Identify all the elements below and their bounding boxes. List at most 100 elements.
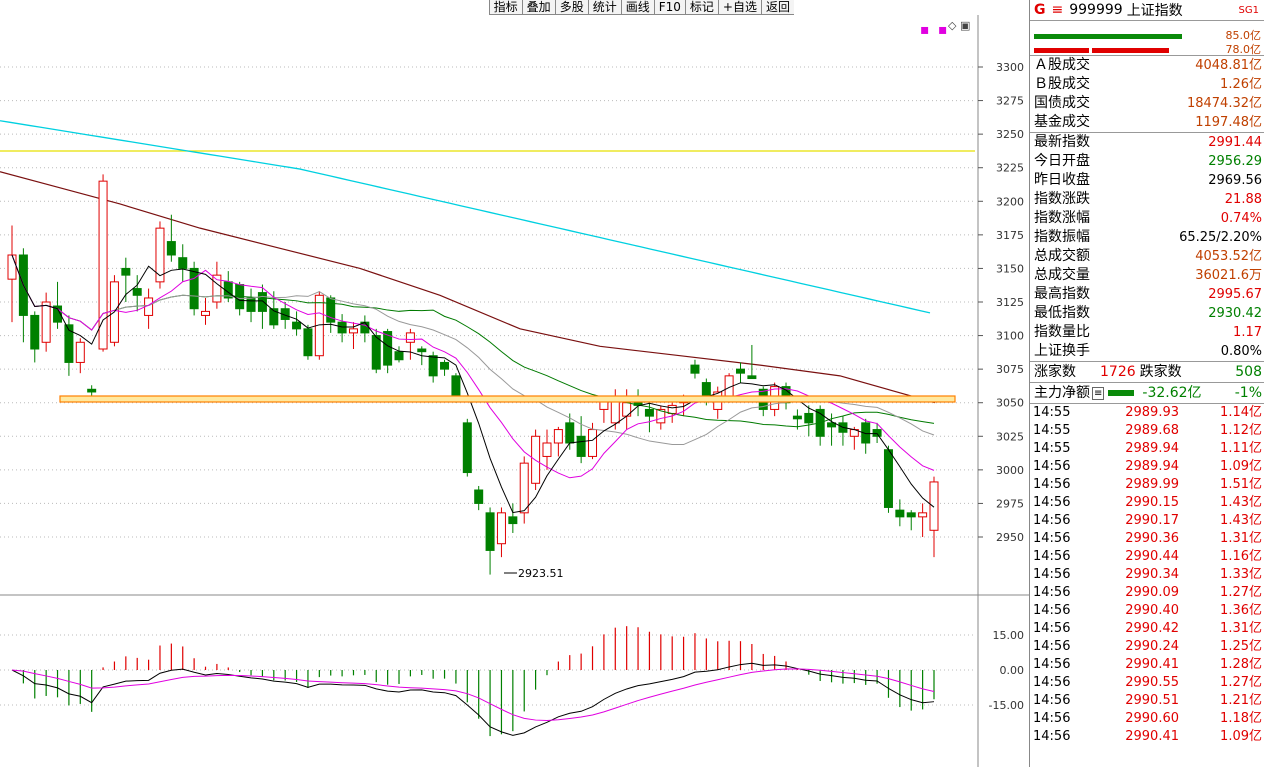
tick-amount: 1.51亿 [1220,477,1262,492]
tick-time: 14:56 [1033,459,1071,474]
index-row: 总成交量 36021.6万 [1030,266,1264,285]
candle-body [371,335,381,370]
kline-chart[interactable]: 3300 3275 3250 3225 3200 3175 3150 3125 3100 3075… [0,0,1029,767]
tick-price: 2989.99 [1125,477,1179,492]
tick-row: 14:56 2990.44 1.16亿 [1030,548,1264,566]
volume-row-label: 国债成交 [1034,95,1090,111]
tick-amount: 1.43亿 [1220,513,1262,528]
tick-price: 2990.60 [1125,711,1179,726]
candle-body [383,331,393,366]
candle-body [918,512,928,518]
tick-time: 14:55 [1033,441,1071,456]
tick-row: 14:55 2989.93 1.14亿 [1030,404,1264,422]
y-tick-label: 3275 [996,95,1024,108]
volume-row: 国债成交 18474.32亿 [1030,94,1264,113]
candle-body [41,301,51,343]
sg-badge[interactable]: SG1 [1238,4,1259,16]
candle-body [496,512,506,545]
kline-chart-area[interactable]: 3300 3275 3250 3225 3200 3175 3150 3125 3100 3075… [0,0,1029,767]
breadth-row: 涨家数 1726 跌家数 508 [1030,362,1264,383]
index-row-value: 2956.29 [1208,154,1262,169]
tick-list[interactable]: 14:55 2989.93 1.14亿 14:55 2989.68 1.12亿 14:55 2… [1030,404,1264,746]
tick-price: 2989.68 [1125,423,1179,438]
tick-row: 14:56 2990.09 1.27亿 [1030,584,1264,602]
diamond-icon[interactable]: ◇ [948,19,957,32]
index-section: 最新指数 2991.44 今日开盘 2956.29 昨日收盘 2969.56 指数涨跌 21.… [1030,133,1264,362]
tb-mark-button[interactable]: 标记 [684,0,718,15]
tb-add-watch-button[interactable]: +自选 [717,0,761,15]
tick-row: 14:56 2990.24 1.25亿 [1030,638,1264,656]
tick-amount: 1.28亿 [1220,657,1262,672]
sell-bar-value: 78.0亿 [1225,43,1262,56]
main-force-label: 主力净额 [1034,385,1090,401]
candle-body [201,310,211,316]
tick-amount: 1.36亿 [1220,603,1262,618]
main-force-pct: -1% [1234,385,1262,401]
y-tick-label: 3100 [996,330,1024,343]
index-row: 指数涨跌 21.88 [1030,190,1264,209]
tb-stats-button[interactable]: 统计 [587,0,621,15]
chart-mini-icons: ◇ ▣ [948,19,970,32]
tb-multi-stock-button[interactable]: 多股 [554,0,588,15]
y-tick-label: 3175 [996,229,1024,242]
tick-time: 14:56 [1033,675,1071,690]
tick-price: 2990.42 [1125,621,1179,636]
tick-amount: 1.43亿 [1220,495,1262,510]
tick-time: 14:56 [1033,513,1071,528]
g-icon[interactable]: G [1034,2,1046,18]
tick-time: 14:56 [1033,711,1071,726]
index-row-label: 最新指数 [1034,134,1090,150]
candle-body [303,328,313,357]
y-tick-label: 3300 [996,61,1024,74]
main-force-bar [1108,390,1135,396]
tb-overlay-button[interactable]: 叠加 [521,0,555,15]
quote-panel: G ≡ 999999 上证指数 SG1 85.0亿 78.0亿 Ａ股成交 4048… [1029,0,1264,767]
candle-body [428,355,438,377]
candle-body [474,489,484,504]
main-force-menu-icon[interactable]: ≡ [1092,386,1105,400]
tick-row: 14:56 2990.40 1.36亿 [1030,602,1264,620]
menu-icon[interactable]: ≡ [1051,2,1064,18]
candle-body [405,332,415,343]
volume-row: Ｂ股成交 1.26亿 [1030,75,1264,94]
tick-amount: 1.12亿 [1220,423,1262,438]
volume-row-value: 1.26亿 [1220,77,1262,92]
index-row: 最高指数 2995.67 [1030,285,1264,304]
candle-body [178,257,188,269]
tick-time: 14:56 [1033,531,1071,546]
tick-time: 14:55 [1033,423,1071,438]
tick-price: 2990.36 [1125,531,1179,546]
y-tick-label: 3200 [996,195,1024,208]
y-tick-label: 3125 [996,296,1024,309]
candle-body [588,429,598,457]
tb-indicator-button[interactable]: 指标 [488,0,522,15]
candle-body [690,364,700,374]
tick-row: 14:56 2990.41 1.28亿 [1030,656,1264,674]
tb-back-button[interactable]: 返回 [760,0,794,15]
index-row: 上证换手 0.80% [1030,342,1264,361]
ma20-line [11,254,935,446]
tick-time: 14:56 [1033,495,1071,510]
tick-row: 14:56 2989.99 1.51亿 [1030,476,1264,494]
tick-time: 14:56 [1033,639,1071,654]
tb-f10-button[interactable]: F10 [653,0,685,15]
candle-body [394,351,404,361]
index-row-value: 2930.42 [1208,306,1262,321]
candle-body [792,415,802,420]
tick-row: 14:56 2990.15 1.43亿 [1030,494,1264,512]
volume-row-value: 4048.81亿 [1195,58,1262,73]
candle-body [87,388,97,393]
candle-body [326,297,336,323]
volume-row: 基金成交 1197.48亿 [1030,113,1264,132]
index-row-label: 指数振幅 [1034,229,1090,245]
tick-time: 14:56 [1033,693,1071,708]
window-icon[interactable]: ▣ [959,19,971,32]
index-row: 昨日收盘 2969.56 [1030,171,1264,190]
tb-draw-button[interactable]: 画线 [620,0,654,15]
index-row-value: 2995.67 [1208,287,1262,302]
ma10-line [11,254,935,479]
support-zone [59,395,956,403]
tick-time: 14:56 [1033,621,1071,636]
macd-tick-label: 15.00 [993,629,1025,642]
index-row-label: 总成交量 [1034,267,1090,283]
